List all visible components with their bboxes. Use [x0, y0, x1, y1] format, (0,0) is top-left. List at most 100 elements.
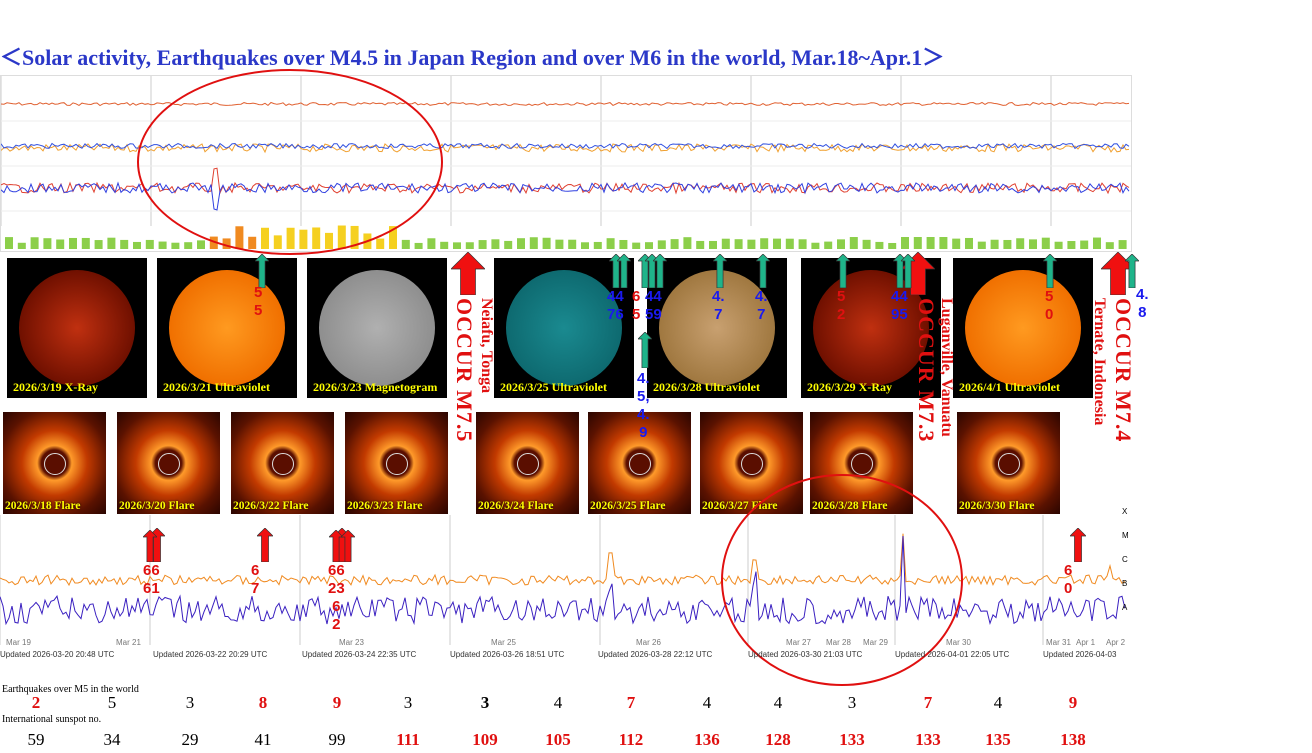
- occulter-circle: [851, 453, 873, 475]
- coronagraph-caption: 2026/3/22 Flare: [233, 500, 309, 512]
- green-arrow-icon: [617, 254, 631, 288]
- coronagraph-caption: 2026/3/18 Flare: [5, 500, 81, 512]
- sunspot-number: 105: [545, 730, 571, 749]
- sunspot-row-label: International sunspot no.: [2, 714, 102, 725]
- date-tick: Mar 29: [863, 638, 888, 647]
- green-arrow-icon: [653, 254, 667, 288]
- world-quake-magnitude: OCCUR M7.3: [914, 298, 939, 443]
- occulter-circle: [44, 453, 66, 475]
- sunspot-number: 128: [765, 730, 791, 749]
- coronagraph-caption: 2026/3/30 Flare: [959, 500, 1035, 512]
- solar-image-caption: 2026/3/25 Ultraviolet: [500, 380, 607, 394]
- coronagraph-image: 2026/3/24 Flare: [476, 412, 579, 514]
- kp-index-bar: [1067, 241, 1076, 249]
- kp-index-bar: [414, 242, 423, 249]
- sun-disc: [506, 270, 622, 386]
- kp-index-bar: [1054, 241, 1063, 249]
- kp-index-bar: [965, 237, 973, 249]
- kp-index-bar: [81, 237, 90, 249]
- kp-index-bar: [1080, 240, 1089, 249]
- coronagraph-image: 2026/3/25 Flare: [588, 412, 691, 514]
- kp-index-bar: [478, 240, 487, 249]
- kp-index-bar: [43, 238, 52, 249]
- sunspot-number: 29: [181, 730, 199, 749]
- coronagraph-image: 2026/3/20 Flare: [117, 412, 220, 514]
- kp-index-bar: [120, 239, 129, 249]
- occulter-circle: [629, 453, 651, 475]
- kp-index-bar: [209, 236, 218, 249]
- kp-index-bar: [798, 239, 807, 249]
- kp-index-bar: [465, 242, 474, 249]
- kp-index-bar: [427, 238, 436, 249]
- kp-index-bar: [133, 241, 141, 249]
- japan-quake-magnitude: 4. 7: [755, 288, 768, 323]
- japan-quake-magnitude: 44 59: [645, 288, 662, 323]
- red-arrow-icon: [257, 528, 273, 562]
- coronagraph-image: 2026/3/27 Flare: [700, 412, 803, 514]
- world-quake-location: Luganville, Vanuatu: [938, 298, 955, 437]
- earthquake-count: 4: [773, 693, 783, 712]
- kp-index-bar: [184, 242, 193, 249]
- updated-timestamp: Updated 2026-03-26 18:51 UTC: [450, 650, 565, 659]
- japan-quake-magnitude: 4. 5, 4. 9: [637, 370, 650, 441]
- japan-quake-magnitude: 4. 7: [712, 288, 725, 323]
- kp-index-bar: [30, 237, 39, 249]
- xray-class-label: X: [1122, 507, 1128, 516]
- flare-quake-magnitude: 66 61: [143, 562, 160, 597]
- kp-index-bar: [606, 238, 615, 249]
- sunspot-number: 133: [915, 730, 941, 749]
- kp-index-bar: [837, 239, 845, 249]
- kp-index-bar: [1041, 237, 1050, 249]
- earthquake-count: 3: [847, 693, 857, 712]
- earthquake-count: 7: [626, 693, 636, 712]
- earthquake-count: 5: [107, 693, 117, 712]
- kp-index-bar: [811, 242, 820, 249]
- world-quake-location: Ternate, Indonesia: [1091, 298, 1108, 426]
- solar-image: 2026/3/21 Ultraviolet: [157, 258, 297, 398]
- kp-index-bar: [913, 237, 922, 249]
- earthquake-count: 9: [1068, 693, 1078, 712]
- kp-index-bar: [721, 238, 730, 249]
- page-title: ＜Solar activity, Earthquakes over M4.5 i…: [0, 45, 945, 70]
- flare-quake-magnitude: 6 0: [1064, 562, 1073, 597]
- kp-index-bar: [760, 238, 769, 249]
- sunspot-number: 111: [396, 730, 420, 749]
- kp-index-bar: [107, 237, 116, 249]
- sunspot-number: 138: [1060, 730, 1086, 749]
- sunspot-number: 135: [985, 730, 1011, 749]
- green-arrow-icon: [713, 254, 727, 288]
- japan-quake-magnitude: 44 76: [607, 288, 624, 323]
- solar-image-caption: 2026/3/28 Ultraviolet: [653, 380, 760, 394]
- kp-index-bar: [785, 238, 794, 249]
- kp-index-bar: [645, 242, 653, 249]
- occulter-circle: [158, 453, 180, 475]
- kp-index-bar: [875, 241, 884, 249]
- kp-index-bar: [453, 242, 461, 249]
- kp-index-bar: [363, 233, 372, 249]
- sunspot-number: 34: [103, 730, 121, 749]
- green-arrow-icon: [756, 254, 770, 288]
- coronagraph-image: 2026/3/18 Flare: [3, 412, 106, 514]
- world-quake-magnitude: OCCUR M7.4: [1111, 298, 1136, 443]
- sun-disc: [813, 270, 929, 386]
- xray-class-label: C: [1122, 555, 1128, 564]
- japan-quake-magnitude: 4. 8: [1136, 286, 1149, 321]
- red-arrow-icon: [1070, 528, 1086, 562]
- date-tick: Mar 28: [826, 638, 851, 647]
- date-tick: Mar 19: [6, 638, 31, 647]
- kp-index-bar: [990, 239, 999, 249]
- coronagraph-image: 2026/3/28 Flare: [810, 412, 913, 514]
- kp-index-bar: [94, 240, 103, 249]
- coronagraph-caption: 2026/3/28 Flare: [812, 500, 888, 512]
- kp-index-bar: [5, 237, 13, 249]
- magnetometer-red: [1, 167, 1130, 195]
- coronagraph-caption: 2026/3/27 Flare: [702, 500, 778, 512]
- kp-index-bar: [145, 239, 154, 249]
- kp-index-bar: [350, 225, 359, 249]
- kp-index-bar: [325, 232, 333, 249]
- earthquakes-row-label: Earthquakes over M5 in the world: [2, 684, 139, 695]
- xray-class-label: A: [1122, 603, 1128, 612]
- japan-quake-magnitude: 44 95: [891, 288, 908, 323]
- japan-quake-magnitude: 5 0: [1045, 288, 1054, 323]
- kp-index-bar: [952, 238, 961, 249]
